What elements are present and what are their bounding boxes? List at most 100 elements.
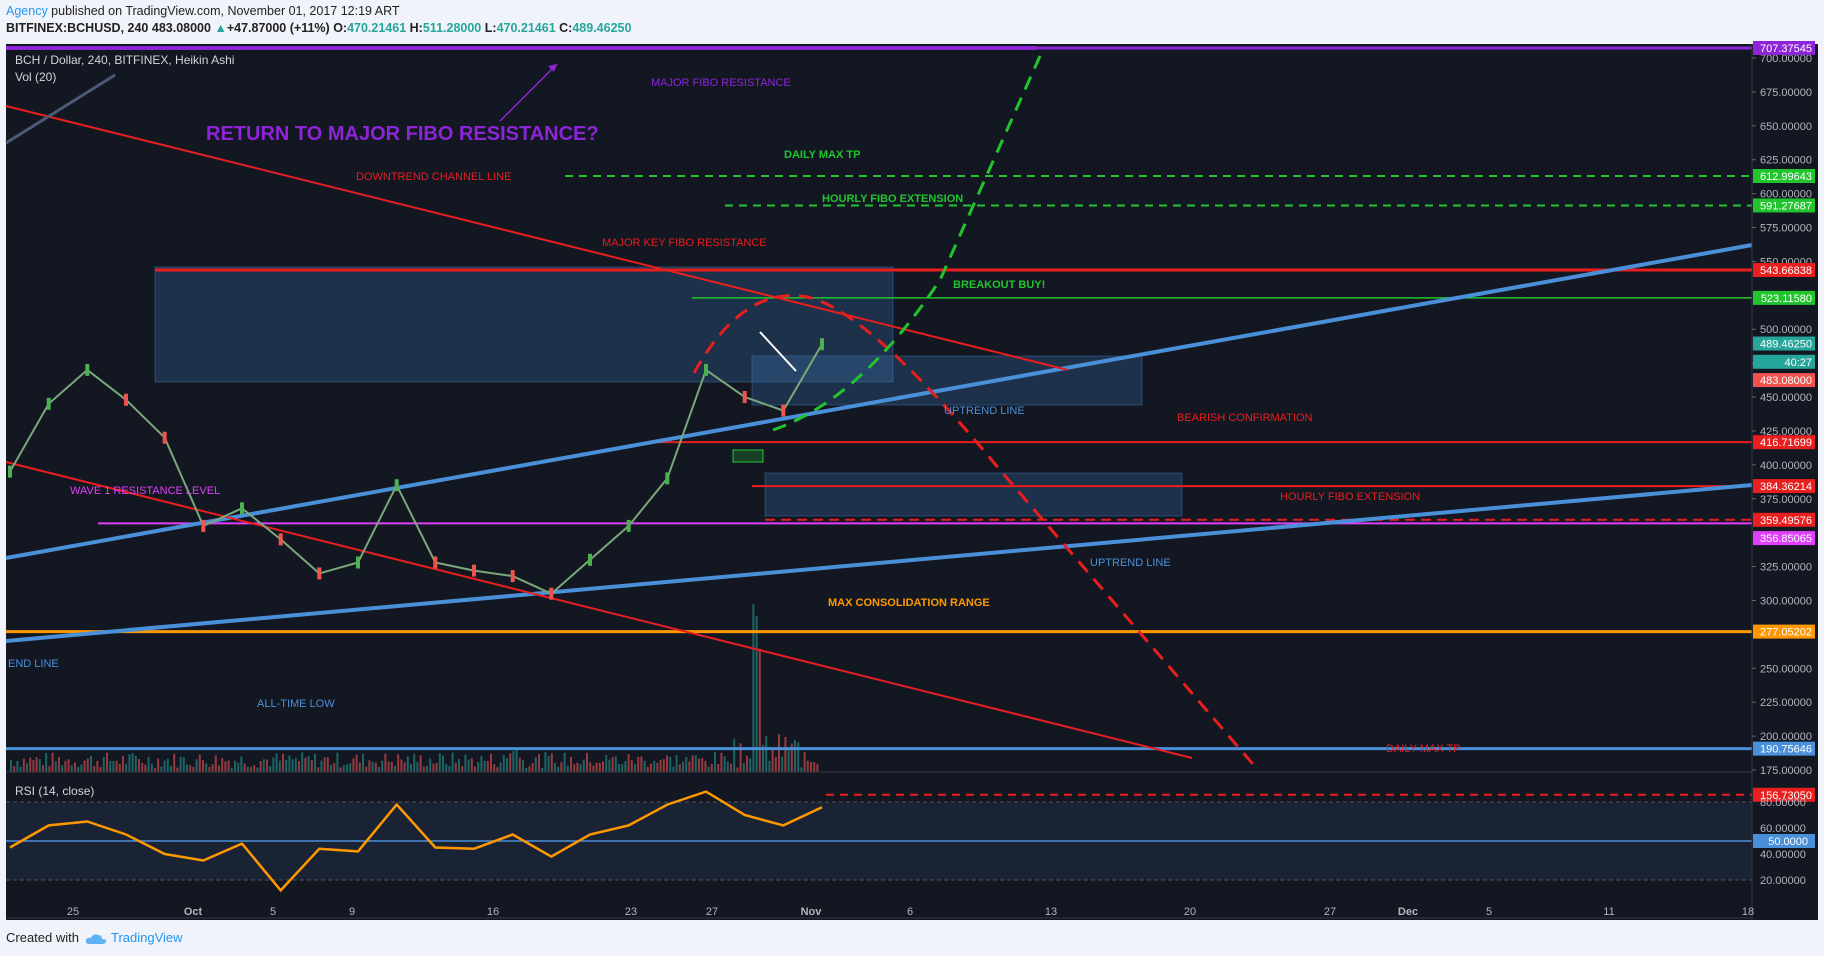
volume-bar: [739, 743, 742, 772]
volume-bar: [774, 756, 777, 772]
volume-bar: [685, 756, 688, 772]
volume-bar: [384, 753, 387, 772]
price-badge: [1753, 40, 1815, 55]
volume-bar: [154, 767, 156, 772]
published-text: published on TradingView.com, November 0…: [47, 4, 400, 18]
volume-bar: [112, 761, 115, 772]
downtrend-channel-lower: [5, 461, 1193, 759]
bearish-projection: [692, 294, 1260, 771]
volume-bar: [288, 755, 291, 772]
volume-bar: [630, 760, 633, 772]
volume-bar: [451, 752, 454, 772]
volume-bar: [250, 766, 252, 772]
price-tick-label: 400.00000: [1760, 460, 1812, 472]
volume-bar: [467, 759, 470, 772]
volume-bar: [797, 742, 800, 772]
price-badge: [1753, 290, 1815, 305]
volume-bar: [416, 761, 419, 772]
volume-bar: [589, 762, 592, 772]
volume-bar: [669, 756, 672, 772]
volume-bar: [525, 767, 528, 772]
price-badge: [1753, 787, 1815, 802]
volume-bar: [515, 749, 518, 772]
price-tick-label: 175.00000: [1760, 765, 1812, 777]
volume-bar: [550, 753, 553, 772]
volume-bar: [128, 754, 131, 772]
volume-bar: [502, 755, 505, 772]
price-candle: [240, 502, 244, 515]
zone-box: [764, 472, 1183, 517]
volume-bar: [141, 762, 144, 772]
price-tick-label: 225.00000: [1760, 697, 1812, 709]
volume-bar: [426, 765, 428, 772]
volume-bar: [406, 756, 409, 772]
volume-bar: [179, 756, 182, 772]
volume-bar: [477, 762, 480, 772]
volume-bar: [672, 766, 675, 772]
volume-bar: [138, 759, 140, 772]
time-tick-label: 20: [1184, 906, 1196, 918]
volume-bar: [637, 756, 640, 772]
volume-bar: [326, 757, 329, 772]
volume-bar: [48, 766, 51, 772]
volume-bar: [192, 766, 195, 772]
volume-bar: [374, 762, 377, 772]
volume-bar: [442, 755, 444, 772]
volume-bar: [538, 754, 540, 772]
volume-bar: [291, 759, 294, 772]
volume-bar: [470, 758, 473, 772]
volume-bar: [211, 764, 214, 772]
volume-bar: [35, 757, 38, 772]
rsi-badge: [1753, 834, 1815, 848]
price-badge-label: 416.71699: [1760, 437, 1812, 449]
volume-bar: [784, 737, 787, 772]
annotation-label: MAX CONSOLIDATION RANGE: [828, 597, 990, 609]
volume-bar: [483, 760, 486, 772]
volume-bar: [794, 740, 796, 772]
volume-bar: [58, 757, 60, 772]
volume-bar: [77, 766, 80, 772]
volume-bar: [726, 761, 729, 772]
close-value: 489.46250: [572, 21, 632, 35]
tradingview-link[interactable]: TradingView: [110, 930, 183, 945]
price-badge: [1753, 531, 1815, 546]
time-tick-label: 23: [625, 906, 637, 918]
volume-bar: [733, 738, 736, 772]
volume-bar: [496, 767, 499, 772]
volume-bar: [275, 753, 278, 772]
volume-bar: [560, 762, 563, 772]
rsi-tick-label: 40.00000: [1760, 849, 1806, 861]
price-candle: [820, 338, 824, 351]
volume-bar: [368, 760, 371, 772]
publisher-link[interactable]: Agency: [6, 4, 48, 18]
volume-bar: [563, 752, 566, 772]
price-candle: [162, 431, 167, 444]
volume-bar: [176, 767, 179, 772]
volume-bar: [202, 760, 204, 772]
volume-bar: [182, 757, 185, 772]
volume-bar: [698, 758, 700, 772]
volume-bar: [419, 755, 422, 772]
volume-bar: [96, 760, 99, 772]
time-tick-label: 11: [1603, 906, 1614, 918]
bullish-projection: [772, 55, 1042, 432]
volume-bar: [688, 761, 691, 772]
price-badge: [1753, 479, 1815, 494]
uptrend-line-lower: [5, 483, 1753, 643]
price-badge: [1753, 168, 1815, 183]
volume-bar: [355, 754, 358, 772]
volume-bar: [659, 760, 662, 772]
publish-info: Agency published on TradingView.com, Nov…: [6, 4, 400, 18]
volume-bar: [29, 757, 32, 772]
volume-bar: [186, 764, 188, 772]
volume-bar: [653, 760, 656, 772]
volume-bar: [528, 766, 531, 772]
volume-bar: [131, 753, 134, 772]
volume-bar: [566, 765, 569, 772]
volume-bar: [448, 765, 451, 772]
volume-bar: [307, 756, 310, 772]
price-badge: [1753, 624, 1815, 639]
volume-bar: [720, 752, 723, 772]
annotation-label: ALL-TIME LOW: [257, 698, 335, 710]
